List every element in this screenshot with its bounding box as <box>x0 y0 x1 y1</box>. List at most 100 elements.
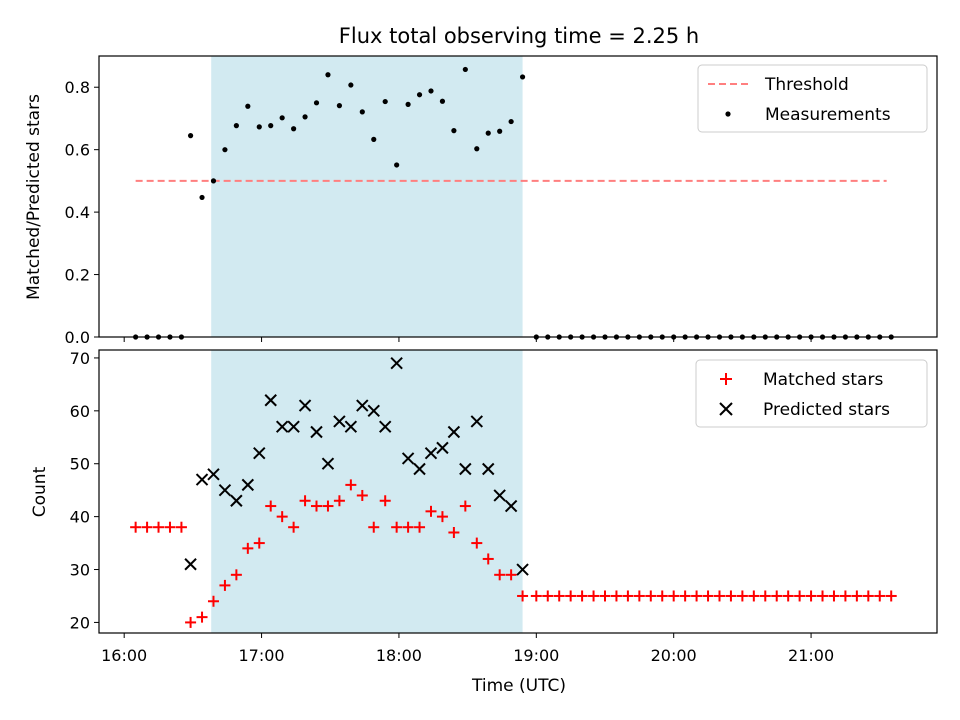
matched-star-point <box>622 590 634 602</box>
predicted-star-point <box>367 404 380 418</box>
bottom-y-tick-label: 60 <box>70 402 90 421</box>
bottom-y-tick-label: 50 <box>70 455 90 474</box>
predicted-star-point <box>378 420 392 433</box>
matched-star-point <box>553 590 565 602</box>
predicted-star-point <box>321 457 335 470</box>
predicted-star-point <box>356 399 369 412</box>
measurement-point <box>508 118 514 125</box>
predicted-star-point <box>436 441 449 455</box>
matched-star-point <box>771 590 783 602</box>
matched-star-point <box>391 521 403 533</box>
measurement-point <box>302 114 308 120</box>
legend-measurements-swatch <box>725 111 731 117</box>
top-axes-frame <box>98 55 938 338</box>
predicted-star-point <box>184 558 197 571</box>
matched-star-point <box>164 521 176 533</box>
measurement-point <box>497 128 503 134</box>
matched-star-point <box>633 590 645 602</box>
matched-star-point <box>196 611 208 623</box>
matched-star-point <box>471 537 483 549</box>
predicted-star-point <box>310 425 323 439</box>
matched-star-point <box>885 590 897 602</box>
matched-star-point <box>668 590 680 602</box>
matched-star-point <box>379 495 391 507</box>
predicted-star-point <box>275 420 289 433</box>
measurement-point <box>371 136 377 142</box>
top-y-tick-label: 0.0 <box>65 328 90 347</box>
x-tick-label: 16:00 <box>101 646 147 665</box>
bottom-legend-frame <box>695 359 928 428</box>
matched-star-point <box>702 590 714 602</box>
measurement-point <box>348 82 354 88</box>
predicted-star-point <box>459 462 472 476</box>
top-panel: 0.00.20.40.60.8 Matched/Predicted stars … <box>24 55 938 347</box>
predicted-star-point <box>447 425 461 439</box>
matched-star-point <box>130 521 142 533</box>
matched-star-point <box>311 500 323 512</box>
matched-star-point <box>851 590 863 602</box>
matched-star-point <box>610 590 622 602</box>
measurement-point <box>268 123 274 129</box>
predicted-star-point <box>298 399 312 412</box>
bottom-y-tick-label: 20 <box>70 613 90 632</box>
measurement-point <box>279 115 285 121</box>
matched-star-point <box>599 590 611 602</box>
predicted-star-point <box>207 468 220 481</box>
matched-star-point <box>713 590 725 602</box>
matched-star-point <box>153 521 165 533</box>
matched-star-point <box>494 569 506 581</box>
measurement-point <box>519 74 526 80</box>
legend-predicted-label: Predicted stars <box>763 400 890 420</box>
matched-star-point <box>839 590 851 602</box>
measurement-point <box>428 88 434 94</box>
measurement-point <box>256 124 262 130</box>
matched-star-point <box>230 569 242 581</box>
top-y-axis-label: Matched/Predicted stars <box>24 94 44 300</box>
top-y-tick-label: 0.4 <box>65 203 90 222</box>
measurement-point <box>382 98 388 105</box>
top-y-tick-label: 0.2 <box>65 266 90 285</box>
measurement-point <box>222 147 228 153</box>
bottom-y-tick-label: 30 <box>70 561 90 580</box>
legend-matched-swatch <box>720 373 732 385</box>
matched-star-point <box>368 521 380 533</box>
matched-star-point <box>414 521 426 533</box>
measurement-point <box>187 133 194 139</box>
matched-star-point <box>242 542 254 554</box>
matched-star-point <box>517 590 529 602</box>
predicted-star-point <box>470 415 483 428</box>
legend-measurements-label: Measurements <box>765 105 891 125</box>
predicted-star-point <box>390 357 403 370</box>
matched-star-point <box>725 590 737 602</box>
x-tick-label: 20:00 <box>651 646 697 665</box>
top-legend: Threshold Measurements <box>697 64 928 133</box>
measurement-point <box>325 72 331 78</box>
matched-star-point <box>862 590 874 602</box>
matched-star-point <box>448 526 460 538</box>
matched-star-point <box>276 511 288 523</box>
matched-star-point <box>645 590 657 602</box>
measurement-point <box>336 103 343 109</box>
bottom-legend: Matched stars Predicted stars <box>695 359 928 428</box>
measurement-point <box>474 146 480 152</box>
matched-star-point <box>265 500 277 512</box>
measurement-point <box>210 178 217 184</box>
matched-star-point <box>679 590 691 602</box>
legend-matched-label: Matched stars <box>763 370 883 390</box>
matched-star-point <box>576 590 588 602</box>
predicted-star-point <box>424 446 438 460</box>
matched-star-point <box>299 495 311 507</box>
measurement-point <box>245 103 251 109</box>
measurement-point <box>451 128 457 134</box>
bottom-panel: 16:00 17:00 18:00 19:00 20:00 21:00 20 30 40 50 6… <box>30 349 938 696</box>
predicted-star-point <box>230 494 243 507</box>
matched-star-point <box>782 590 794 602</box>
predicted-star-point <box>504 499 518 513</box>
top-y-tick-label: 0.8 <box>65 78 90 97</box>
matched-star-point <box>436 511 448 523</box>
measurement-point <box>199 194 205 201</box>
matched-star-point <box>542 590 554 602</box>
matched-star-point <box>425 505 437 517</box>
matched-star-point <box>402 521 414 533</box>
